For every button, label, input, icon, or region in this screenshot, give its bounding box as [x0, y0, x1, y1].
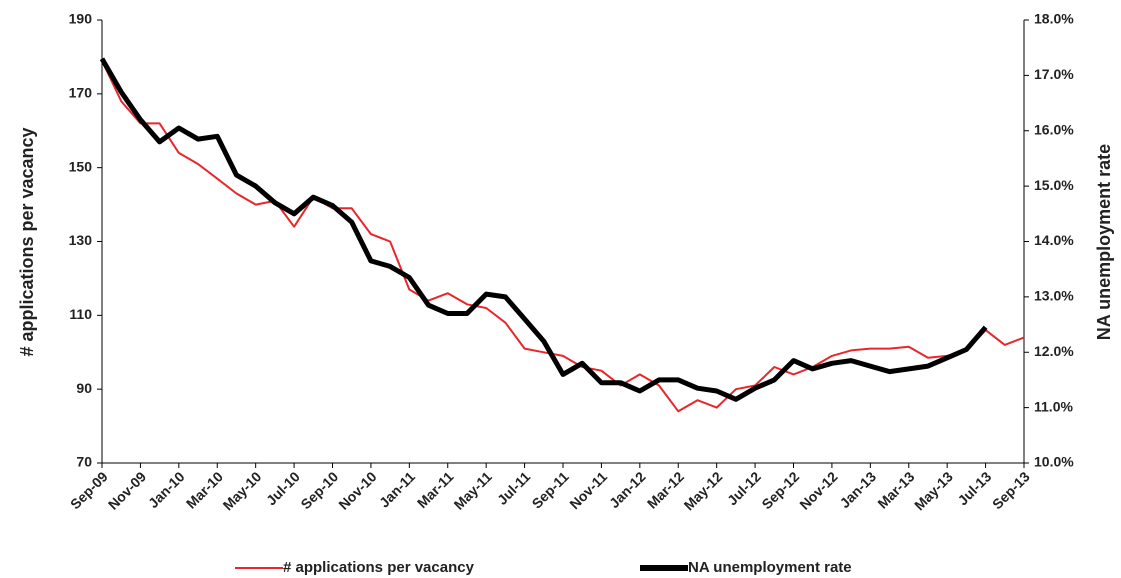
x-tick-label: Mar-11 — [414, 468, 457, 511]
x-tick-label: Sep-11 — [529, 468, 572, 511]
x-tick-label: Nov-09 — [105, 468, 149, 512]
y2-tick-label: 12.0% — [1034, 343, 1074, 359]
x-tick-label: Nov-10 — [335, 468, 379, 512]
y-tick-label: 170 — [69, 85, 93, 101]
x-tick-label: Sep-13 — [989, 468, 1033, 512]
y2-tick-label: 10.0% — [1034, 454, 1074, 470]
legend-label: # applications per vacancy — [283, 559, 475, 576]
x-tick-label: Sep-10 — [297, 468, 341, 512]
x-tick-label: Nov-12 — [796, 468, 840, 512]
y-tick-label: 70 — [76, 454, 92, 470]
x-tick-label: Sep-12 — [758, 468, 802, 512]
legend-label: NA unemployment rate — [688, 559, 852, 576]
x-tick-label: Jul-10 — [263, 468, 303, 508]
x-tick-label: Mar-13 — [874, 468, 917, 511]
y-tick-label: 150 — [69, 158, 93, 174]
x-tick-label: Jul-12 — [724, 468, 764, 508]
y2-tick-label: 11.0% — [1034, 398, 1073, 414]
x-tick-label: Mar-12 — [644, 468, 687, 511]
x-tick-label: May-13 — [911, 468, 956, 513]
x-tick-label: Nov-11 — [566, 468, 610, 512]
y2-tick-label: 18.0% — [1034, 11, 1074, 27]
y2-tick-label: 14.0% — [1034, 232, 1074, 248]
line-series — [99, 57, 988, 402]
y-axis-title: # applications per vacancy — [17, 127, 37, 356]
x-tick-label: May-10 — [220, 468, 265, 513]
x-tick-label: May-12 — [681, 468, 726, 513]
x-tick-label: May-11 — [451, 468, 495, 512]
x-tick-label: Jul-13 — [954, 468, 994, 508]
x-tick-label: Jan-13 — [836, 468, 879, 511]
line-series — [101, 60, 1025, 413]
y-tick-label: 190 — [69, 11, 93, 27]
y2-tick-label: 13.0% — [1034, 288, 1074, 304]
y2-tick-label: 16.0% — [1034, 121, 1074, 137]
x-tick-label: Sep-09 — [67, 468, 111, 512]
x-tick-label: Mar-10 — [183, 468, 226, 511]
x-tick-label: Jul-11 — [494, 468, 534, 508]
y-tick-label: 90 — [76, 380, 92, 396]
y2-tick-label: 17.0% — [1034, 66, 1074, 82]
y-tick-label: 110 — [69, 306, 92, 322]
y-tick-label: 130 — [69, 232, 93, 248]
x-tick-label: Jan-12 — [606, 468, 649, 511]
x-tick-label: Jan-10 — [145, 468, 188, 511]
y2-axis-title: NA unemployment rate — [1094, 144, 1114, 340]
y2-tick-label: 15.0% — [1034, 177, 1074, 193]
x-tick-label: Jan-11 — [376, 468, 418, 510]
